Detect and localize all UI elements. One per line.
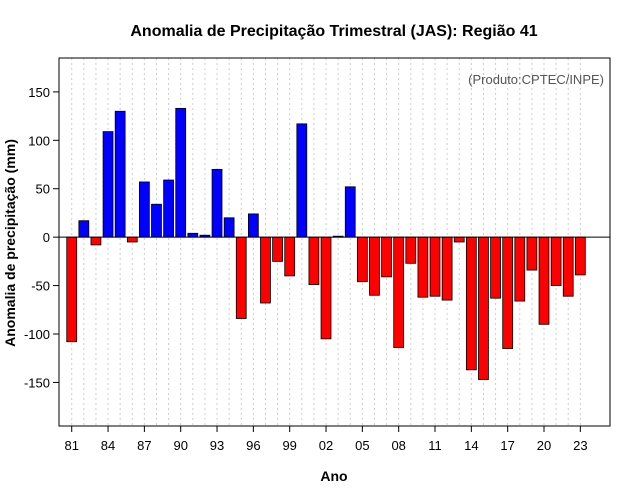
bar-2012 xyxy=(441,236,453,301)
axes: -150 -100 -50 0 50 100 150 81 84 87 90 93 96 99 02 05 08… xyxy=(24,57,611,453)
y-tick-label: -100 xyxy=(24,327,50,342)
bar-1984 xyxy=(102,131,114,238)
x-axis-title: Ano xyxy=(320,468,347,484)
bar-2015 xyxy=(478,236,489,380)
x-tick-label: 11 xyxy=(428,438,442,453)
x-tick-label: 84 xyxy=(101,438,115,453)
bar-2021 xyxy=(550,236,562,286)
bar-2011 xyxy=(429,236,441,297)
bar-1999 xyxy=(284,236,296,277)
y-tick-label: 50 xyxy=(36,182,50,197)
bar-1981 xyxy=(66,236,78,343)
bar-1983 xyxy=(90,236,102,246)
bar-2010 xyxy=(417,236,429,298)
y-tick-label: -50 xyxy=(31,279,50,294)
bar-1990 xyxy=(175,107,187,238)
bars xyxy=(66,107,586,380)
bar-1997 xyxy=(260,236,271,304)
x-tick-label: 93 xyxy=(210,438,224,453)
bar-2020 xyxy=(538,236,550,325)
y-axis-title: Anomalia de precipitação (mm) xyxy=(2,139,18,347)
bar-2002 xyxy=(320,236,332,340)
x-tick-label: 96 xyxy=(246,438,260,453)
plot-border xyxy=(58,57,611,427)
bar-2007 xyxy=(381,236,392,278)
bar-2004 xyxy=(344,186,356,238)
x-tick-label: 17 xyxy=(500,438,514,453)
x-tick-label: 20 xyxy=(537,438,551,453)
x-tick-label: 14 xyxy=(464,438,478,453)
x-tick-label: 05 xyxy=(355,438,369,453)
grid-lines xyxy=(71,58,581,426)
bar-1985 xyxy=(114,110,126,238)
y-tick-label: 150 xyxy=(28,85,50,100)
chart-title: Anomalia de Precipitação Trimestral (JAS… xyxy=(130,23,537,40)
x-tick-label: 81 xyxy=(64,438,78,453)
bar-1994 xyxy=(223,217,235,238)
bar-1987 xyxy=(139,181,150,238)
x-tick-label: 02 xyxy=(319,438,333,453)
bar-2018 xyxy=(514,236,526,302)
bar-1995 xyxy=(235,236,247,319)
y-tick-label: 0 xyxy=(43,230,50,245)
bar-2000 xyxy=(296,123,308,238)
x-tick-label: 87 xyxy=(137,438,151,453)
bar-1998 xyxy=(272,236,283,262)
x-tick-label: 99 xyxy=(282,438,296,453)
bar-1982 xyxy=(78,220,90,238)
x-tick-label: 90 xyxy=(173,438,187,453)
bar-2023 xyxy=(574,236,586,276)
bar-2001 xyxy=(308,236,320,286)
y-tick-label: -150 xyxy=(24,375,50,390)
x-tick-label: 08 xyxy=(391,438,405,453)
bar-1996 xyxy=(247,213,259,238)
bar-2014 xyxy=(465,236,477,371)
bar-2022 xyxy=(562,236,574,297)
bar-2016 xyxy=(490,236,501,299)
bar-1989 xyxy=(163,179,174,238)
bar-2008 xyxy=(393,236,405,348)
bar-2005 xyxy=(356,236,368,283)
bar-1993 xyxy=(211,168,223,238)
y-tick-label: 100 xyxy=(28,133,50,148)
bar-2019 xyxy=(526,236,538,271)
x-tick-label: 23 xyxy=(573,438,587,453)
bar-1988 xyxy=(151,203,162,238)
bar-2006 xyxy=(369,236,380,296)
bar-2009 xyxy=(405,236,417,264)
bar-1986 xyxy=(126,236,138,243)
bar-1991 xyxy=(187,232,199,238)
bar-2013 xyxy=(453,236,465,243)
bar-2017 xyxy=(502,236,514,349)
credit-note: (Produto:CPTEC/INPE) xyxy=(468,72,604,87)
